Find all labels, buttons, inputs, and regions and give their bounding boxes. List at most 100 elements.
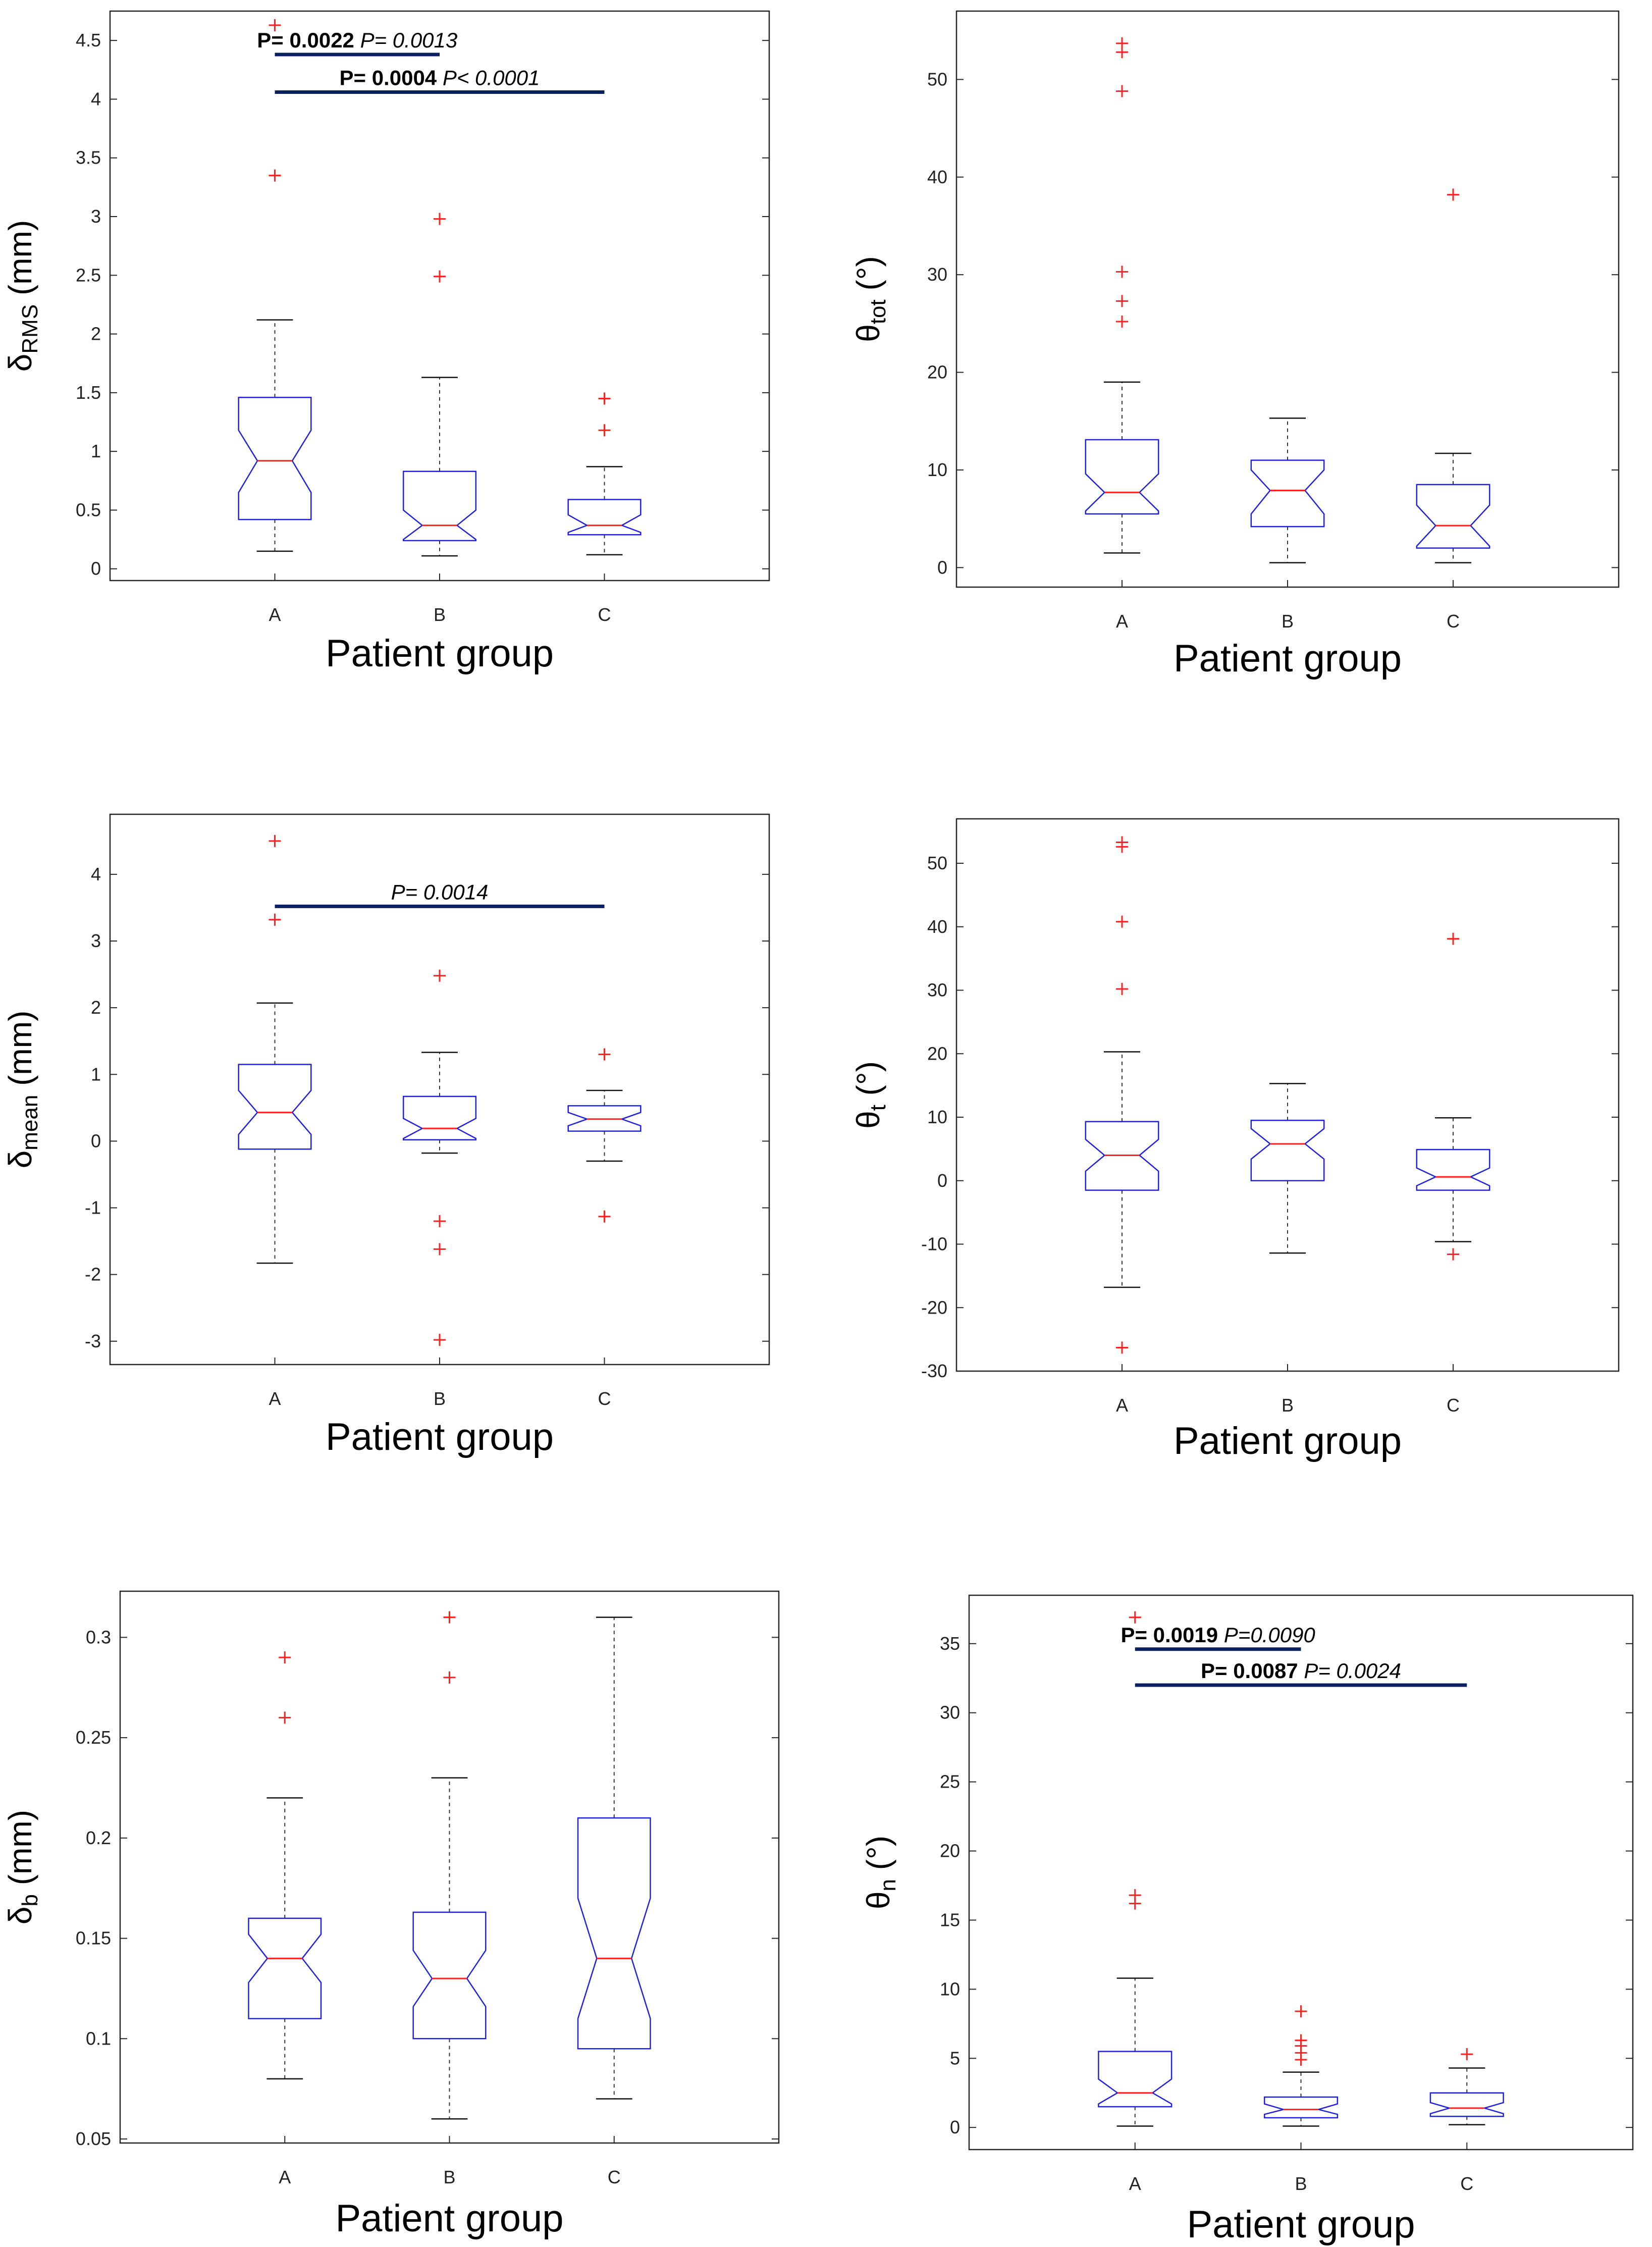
outlier-marker (434, 270, 446, 283)
notched-box (567, 499, 642, 536)
p-value-bold: P= 0.0004 (339, 66, 442, 89)
x-tick-label: C (1460, 2173, 1473, 2194)
y-tick-label: -1 (85, 1197, 101, 1218)
x-tick-label: B (1282, 611, 1294, 632)
box-group-A (1085, 37, 1159, 554)
outlier-marker (434, 969, 446, 982)
box-group-A (238, 834, 312, 1264)
x-tick-label: C (598, 1388, 611, 1409)
y-axis-label-base: θ (860, 1891, 896, 1909)
y-axis-label-base: θ (850, 1111, 886, 1129)
significance-bar: P= 0.0019 P=0.0090 (1121, 1623, 1315, 1651)
x-tick-label: C (608, 2167, 621, 2187)
x-tick-label: B (1295, 2173, 1307, 2194)
y-tick-label: 5 (950, 2048, 960, 2068)
outlier-marker (443, 1611, 456, 1624)
y-axis-label-subscript: mean (18, 1095, 42, 1151)
x-tick-label: C (598, 604, 611, 625)
outlier-marker (1129, 1889, 1141, 1902)
y-tick-label: 10 (927, 459, 947, 480)
box-group-A (238, 19, 312, 552)
p-value-italic: P= 0.0013 (360, 28, 458, 52)
box-group-C (567, 1048, 642, 1223)
box-group-C (1416, 932, 1490, 1261)
outlier-marker (1129, 1611, 1141, 1624)
chart-panel-2: 0 10 20 30 40 50 A B C Patient group θtot (°) (850, 10, 1620, 680)
x-tick-label: A (279, 2167, 291, 2187)
box-group-A (1085, 836, 1159, 1354)
y-tick-label: 0.1 (86, 2028, 111, 2049)
outlier-marker (1116, 85, 1128, 97)
outlier-marker (434, 1215, 446, 1227)
y-axis-label-subscript: RMS (18, 304, 42, 354)
outlier-marker (269, 19, 281, 31)
y-tick-label: 0 (950, 2117, 960, 2137)
y-tick-label: 30 (927, 264, 947, 285)
y-axis-label-subscript: tot (866, 299, 890, 324)
outlier-marker (1447, 1248, 1459, 1261)
outlier-marker (1447, 932, 1459, 945)
outlier-marker (1116, 315, 1128, 328)
x-axis-label: Patient group (1187, 2203, 1415, 2246)
box-group-B (1263, 2005, 1339, 2127)
y-tick-label: 50 (927, 69, 947, 89)
p-value-label: P= 0.0022 P= 0.0013 (257, 28, 457, 52)
y-tick-label: 0.5 (76, 499, 101, 520)
y-axis-label: θtot (°) (850, 256, 890, 342)
y-tick-label: 10 (927, 1107, 947, 1127)
y-axis-label-base: δ (2, 1151, 38, 1169)
notched-box (577, 1817, 651, 2050)
outlier-marker (1116, 915, 1128, 928)
y-tick-label: -20 (921, 1297, 947, 1318)
y-tick-label: 3 (91, 930, 101, 951)
x-tick-label: A (269, 604, 281, 625)
p-value-bold: P= 0.0087 (1201, 1659, 1304, 1683)
y-axis-label-subscript: n (876, 1879, 900, 1891)
notched-box (1429, 2092, 1504, 2117)
y-axis-label-unit: (°) (850, 256, 886, 299)
outlier-marker (269, 834, 281, 847)
p-value-bold: P= 0.0022 (257, 28, 360, 52)
y-axis-label-subscript: t (866, 1105, 890, 1111)
plot-area-frame (109, 10, 770, 582)
outlier-marker (1295, 2034, 1307, 2047)
p-value-label: P= 0.0004 P< 0.0001 (339, 66, 540, 89)
y-tick-label: 4.5 (76, 30, 101, 50)
y-axis-label-base: δ (2, 1906, 38, 1924)
y-tick-label: 10 (940, 1978, 960, 1999)
y-tick-label: 2 (91, 324, 101, 344)
notched-box (402, 471, 477, 542)
significance-bar: P= 0.0004 P< 0.0001 (275, 66, 605, 94)
y-tick-label: 0.05 (76, 2128, 111, 2149)
y-tick-label: 3.5 (76, 147, 101, 168)
x-tick-label: A (1116, 1395, 1128, 1416)
x-axis-label: Patient group (1174, 1420, 1402, 1462)
y-tick-label: 20 (927, 1043, 947, 1064)
box-group-B (1250, 417, 1325, 563)
y-tick-label: 2.5 (76, 265, 101, 285)
y-tick-label: 0.3 (86, 1627, 111, 1647)
notched-box (1263, 2096, 1339, 2119)
chart-panel-3: -3 -2 -1 0 1 2 3 4 A B C Patient group δmean (mm) P= … (2, 813, 770, 1458)
y-tick-label: 40 (927, 916, 947, 937)
y-tick-label: 20 (927, 362, 947, 383)
y-axis-label-unit: (mm) (2, 1011, 38, 1095)
y-tick-label: 4 (91, 864, 101, 884)
outlier-marker (1116, 266, 1128, 278)
y-tick-label: -2 (85, 1264, 101, 1285)
box-group-C (577, 1616, 651, 2100)
p-value-label: P= 0.0087 P= 0.0024 (1201, 1659, 1401, 1683)
box-group-B (412, 1611, 487, 2120)
x-tick-label: B (434, 604, 446, 625)
notched-box (1250, 1120, 1325, 1182)
outlier-marker (1116, 295, 1128, 307)
y-tick-label: -30 (921, 1361, 947, 1381)
outlier-marker (1116, 37, 1128, 49)
notched-box (1416, 1148, 1490, 1191)
outlier-marker (598, 424, 611, 437)
x-tick-label: B (1282, 1395, 1294, 1416)
notched-box (1250, 459, 1325, 528)
notched-box (238, 396, 312, 520)
y-tick-label: 0 (937, 557, 947, 578)
y-tick-label: 25 (940, 1771, 960, 1792)
